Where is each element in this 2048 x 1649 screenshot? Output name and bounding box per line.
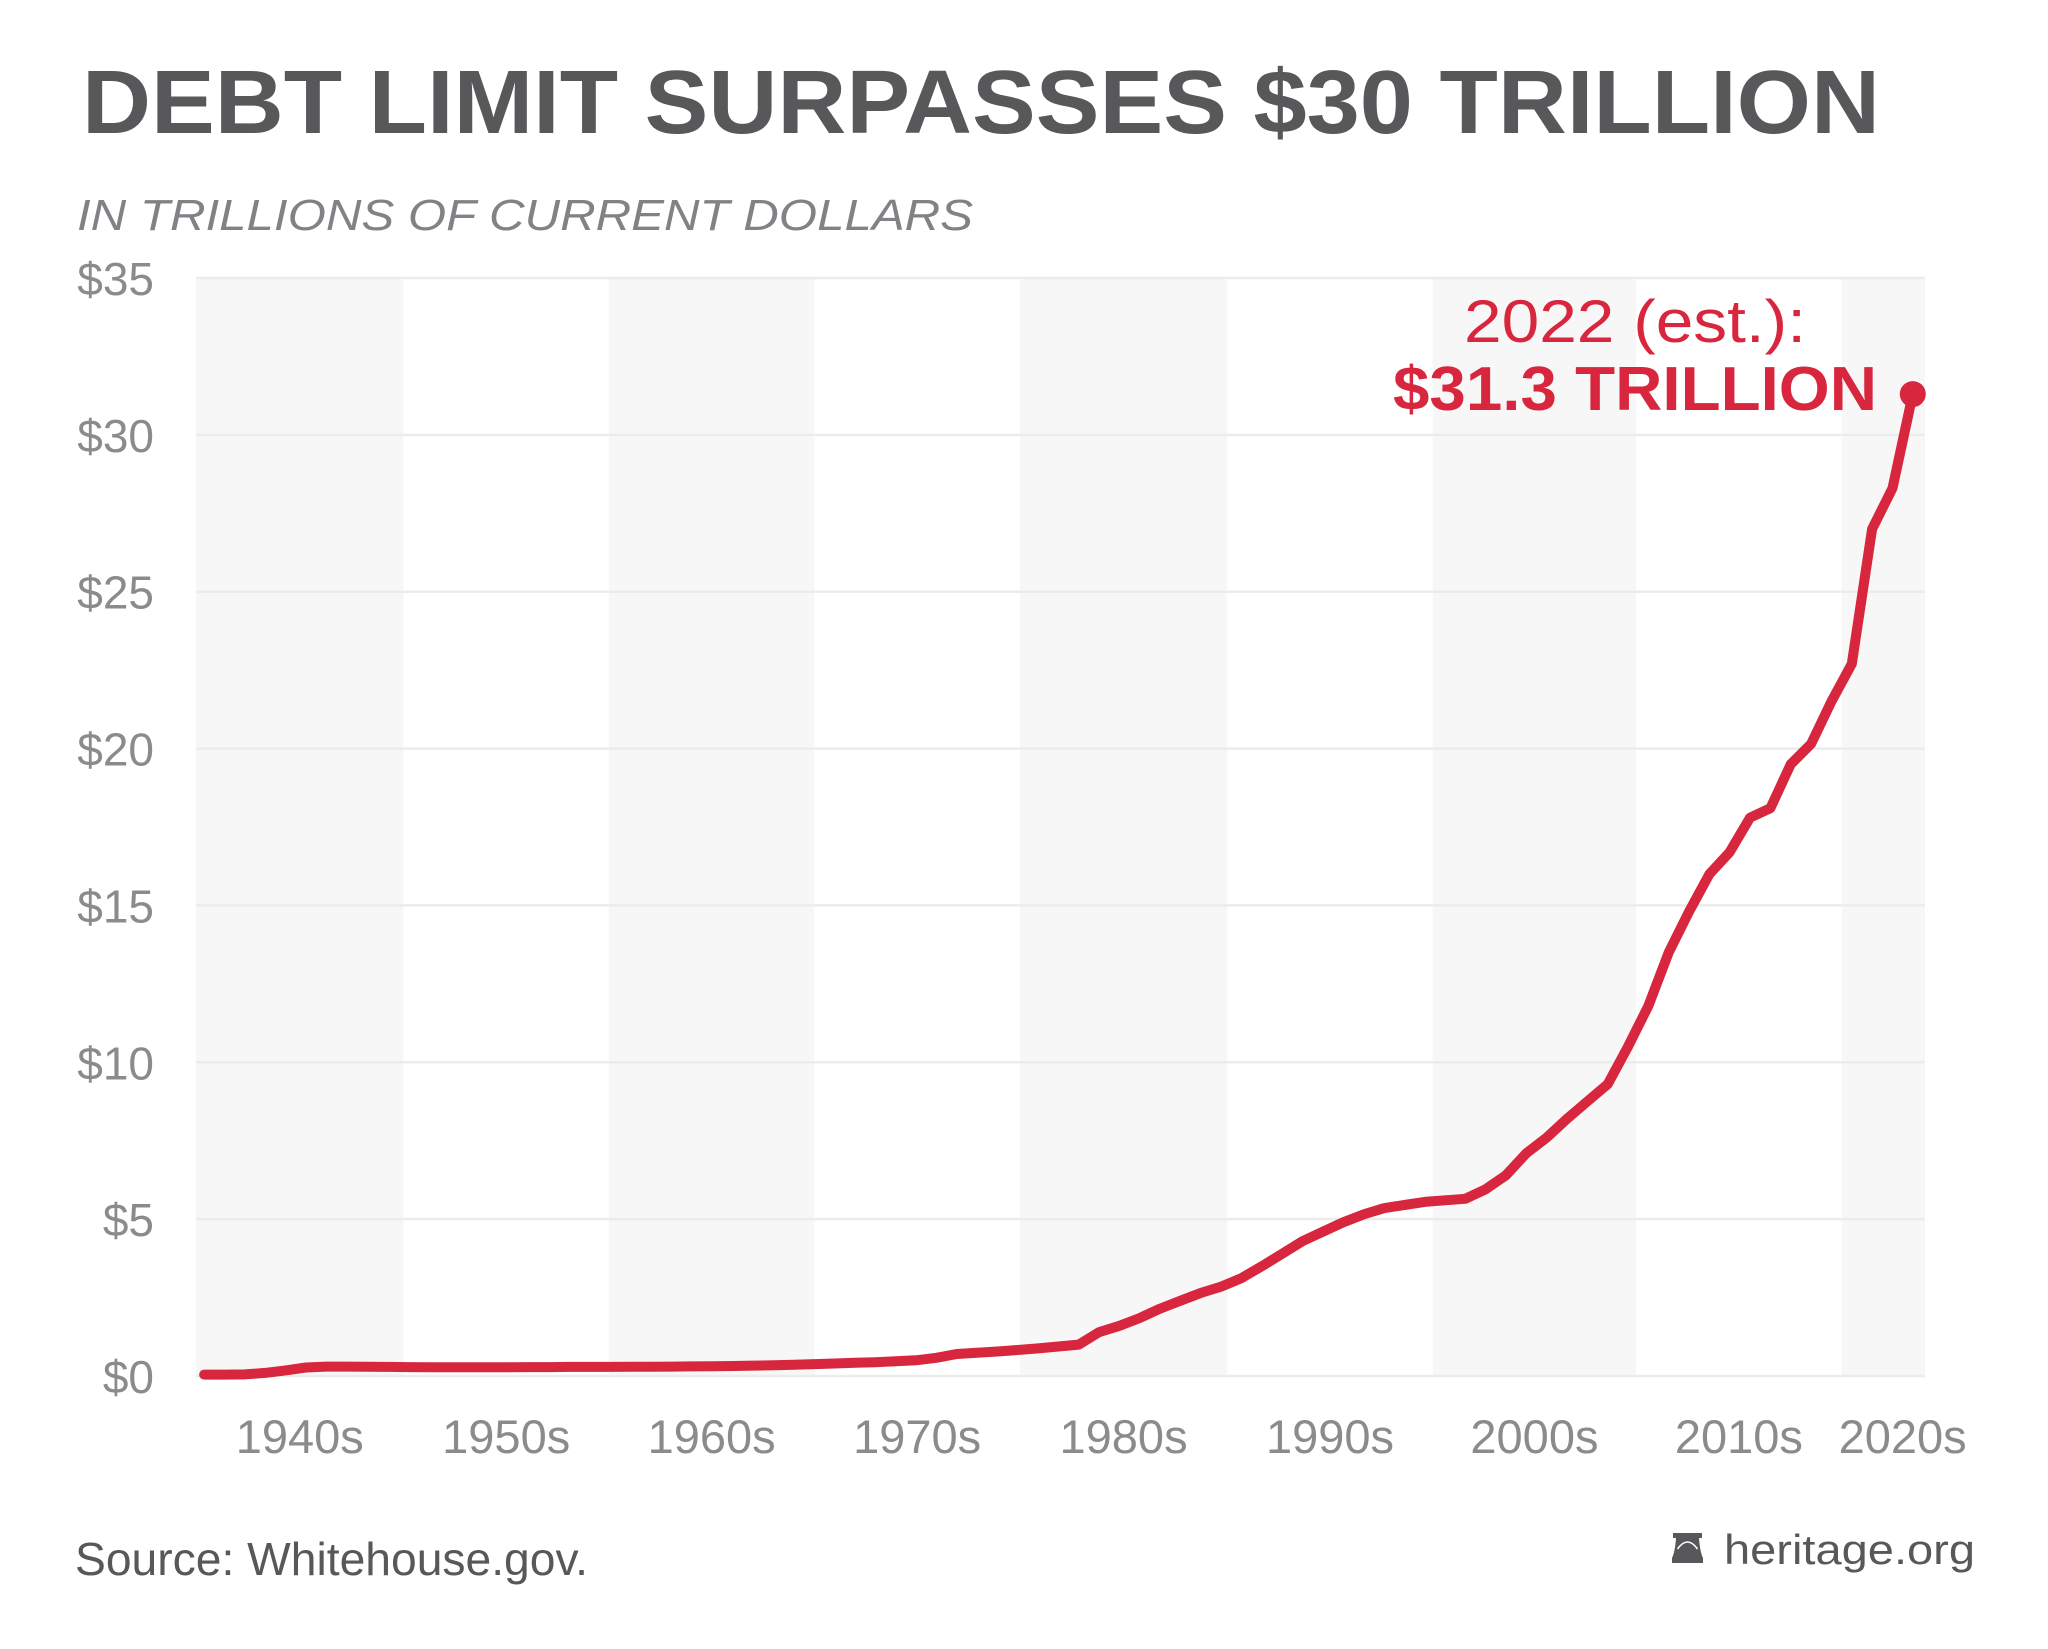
band-1970s [814,278,1020,1376]
x-tick-label: 1960s [648,1410,776,1463]
band-2000s [1432,278,1637,1376]
y-gridlines [196,276,1925,1378]
band-1990s [1227,278,1433,1376]
x-tick-label: 2020s [1839,1410,1967,1463]
y-tick-label: $15 [77,880,154,932]
y-tick-label: $30 [77,410,154,462]
band-1960s [608,278,815,1376]
decade-bands [196,278,1925,1376]
band-1980s [1019,278,1228,1376]
x-axis-tick-labels: 1940s 1950s 1960s 1970s 1980s 1990s 2000s 2010s… [236,1410,1967,1463]
y-tick-label: $25 [77,567,154,619]
liberty-bell-icon [1672,1533,1703,1563]
x-tick-label: 2010s [1675,1410,1803,1463]
y-axis-tick-labels: $0 $5 $10 $15 $20 $25 $30 $35 [77,253,154,1403]
chart-subtitle: IN TRILLIONS OF CURRENT DOLLARS [77,191,973,240]
x-tick-label: 1990s [1266,1410,1394,1463]
x-tick-label: 2000s [1470,1410,1598,1463]
source-note: Source: Whitehouse.gov. [75,1533,588,1585]
y-tick-label: $0 [103,1351,154,1403]
annotation-value-label: $31.3 TRILLION [1393,355,1877,424]
band-1940s [196,278,404,1376]
y-tick-label: $5 [103,1194,154,1246]
brand-link[interactable]: heritage.org [1724,1526,1975,1573]
x-tick-label: 1980s [1060,1410,1188,1463]
annotation-year-label: 2022 (est.): [1464,288,1806,355]
y-tick-label: $20 [77,724,154,776]
x-tick-label: 1950s [442,1410,570,1463]
y-tick-label: $35 [77,253,154,305]
x-tick-label: 1940s [236,1410,364,1463]
band-1950s [403,278,609,1376]
chart-title: DEBT LIMIT SURPASSES $30 TRILLION [82,53,1880,153]
endpoint-marker-2022 [1899,381,1926,408]
x-tick-label: 1970s [853,1410,981,1463]
y-tick-label: $10 [77,1037,154,1089]
band-2020s [1841,278,1925,1376]
series-line-debt-limit [199,389,1918,1380]
